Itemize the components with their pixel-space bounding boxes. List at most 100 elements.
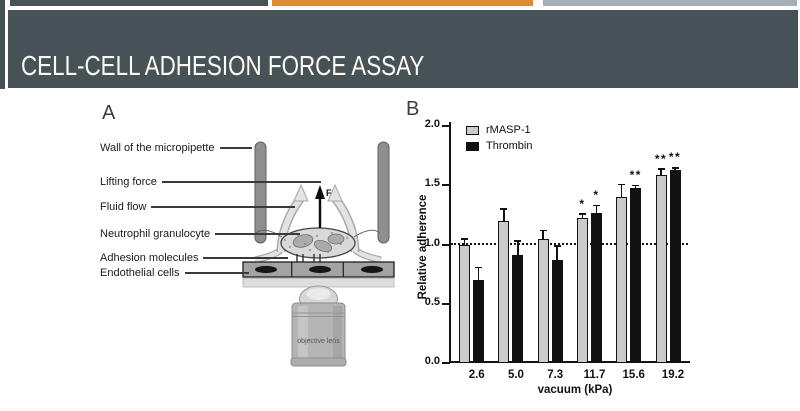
- x-tick-label: 15.6: [622, 369, 645, 381]
- annotation-row: Lifting force: [100, 176, 321, 189]
- x-axis-title: vacuum (kPa): [537, 384, 613, 396]
- annotation-row: Adhesion molecules: [100, 252, 288, 265]
- annotation-line: [203, 257, 288, 259]
- error-bar-cap: [632, 184, 640, 187]
- error-bar-cap: [500, 208, 508, 211]
- annotation-label: Fluid flow: [100, 201, 147, 213]
- legend-swatch-rmasp1: [466, 125, 479, 135]
- x-tick-label: 7.3: [547, 369, 564, 381]
- x-tick-label: 11.7: [583, 369, 606, 381]
- y-tick-label: 0.0: [424, 355, 440, 367]
- annotation-line: [184, 272, 249, 274]
- annotation-label: Lifting force: [100, 176, 157, 188]
- slide-title: CELL-CELL ADHESION FORCE ASSAY: [21, 50, 425, 81]
- annotation-label: Neutrophil granulocyte: [100, 228, 211, 240]
- error-bar-cap: [475, 266, 483, 269]
- force-symbol-label: F: [326, 188, 332, 198]
- error-bar-cap: [657, 168, 665, 170]
- bar-Thrombin: [630, 187, 642, 363]
- error-bar-line: [581, 213, 584, 221]
- significance-marker: *: [579, 196, 586, 211]
- bar-rMASP-1: [498, 220, 510, 363]
- y-tick-label: 2.0: [424, 118, 440, 130]
- error-bar-line: [556, 245, 558, 262]
- micropipette-wall-right: [377, 141, 390, 244]
- annotation-row: Fluid flow: [100, 201, 295, 214]
- error-bar-cap: [461, 238, 469, 240]
- endothelial-layer: [242, 261, 395, 288]
- objective-lens: objective lens: [290, 285, 347, 367]
- error-bar-cap: [539, 229, 547, 232]
- baseline-dashed-line: [451, 242, 688, 245]
- annotation-label: Wall of the micropipette: [100, 142, 215, 154]
- bar-rMASP-1: [459, 244, 471, 363]
- annotation-row: Endothelial cells: [100, 267, 249, 280]
- error-bar-line: [503, 208, 505, 223]
- x-tick-label: 5.0: [507, 369, 524, 381]
- y-tick-label: 1.5: [424, 177, 440, 190]
- y-tick-label: 0.5: [424, 295, 440, 308]
- annotation-row: Neutrophil granulocyte: [100, 228, 300, 241]
- legend-swatch-thrombin: [466, 141, 479, 151]
- annotation-line: [219, 147, 252, 149]
- bar-rMASP-1: [616, 197, 628, 363]
- legend-item-rmasp1: rMASP-1: [466, 122, 532, 138]
- bar-rMASP-1: [537, 238, 549, 363]
- error-bar-cap: [514, 240, 522, 243]
- bar-rMASP-1: [655, 174, 667, 363]
- bar-rMASP-1: [576, 218, 588, 363]
- annotation-line: [151, 206, 295, 208]
- y-axis-line: [449, 122, 451, 363]
- fluid-flow-arrow-left: [254, 183, 309, 264]
- error-bar-cap: [592, 204, 600, 207]
- x-axis-line: [449, 361, 690, 363]
- error-bar-line: [517, 240, 519, 258]
- significance-marker: *: [593, 188, 600, 203]
- y-tick-mark: [442, 362, 450, 364]
- bar-Thrombin: [551, 259, 563, 363]
- lifting-force-arrow: [315, 185, 325, 228]
- y-tick-mark: [442, 243, 450, 246]
- error-bar-cap: [618, 183, 626, 186]
- chart-legend: rMASP-1 Thrombin: [466, 122, 532, 154]
- panel-a-diagram: A: [95, 100, 407, 390]
- top-accent-bar-orange: [272, 0, 533, 6]
- error-bar-line: [634, 185, 637, 190]
- y-tick-mark: [442, 184, 450, 187]
- annotation-line: [215, 233, 300, 235]
- neutrophil-cell: [255, 227, 381, 259]
- top-accent-bar-slate: [10, 0, 268, 6]
- error-bar-line: [542, 230, 544, 241]
- panel-b-chart: B Relative adherence vacuum (kPa) rMASP-…: [400, 95, 800, 411]
- micropipette-diagram-graphic: F: [242, 141, 395, 367]
- objective-lens-label: objective lens: [297, 338, 340, 345]
- panel-b-label: B: [406, 98, 420, 120]
- error-bar-cap: [671, 166, 679, 169]
- micropipette-wall-left: [254, 141, 267, 244]
- fluid-flow-arrow-right: [327, 183, 382, 264]
- error-bar-line: [595, 205, 598, 215]
- bar-Thrombin: [473, 280, 485, 363]
- error-bar-cap: [553, 245, 561, 247]
- error-bar-line: [463, 238, 466, 247]
- error-bar-line: [620, 184, 623, 200]
- title-banner: CELL-CELL ADHESION FORCE ASSAY: [8, 10, 798, 88]
- annotation-label: Endothelial cells: [100, 267, 180, 279]
- top-accent-bar-gray: [543, 0, 797, 6]
- significance-marker: **: [654, 151, 668, 166]
- error-bar-line: [674, 167, 676, 172]
- y-tick-mark: [442, 302, 450, 305]
- panel-a-label: A: [102, 102, 116, 124]
- error-bar-line: [660, 168, 662, 177]
- y-tick-label: 1.0: [424, 236, 440, 249]
- bar-Thrombin: [512, 255, 524, 363]
- significance-marker: **: [629, 168, 642, 183]
- legend-label-rmasp1: rMASP-1: [486, 124, 531, 136]
- bar-Thrombin: [669, 169, 681, 363]
- left-accent-strip: [0, 0, 5, 89]
- error-bar-cap: [578, 213, 586, 215]
- x-tick-label: 19.2: [661, 369, 685, 381]
- annotation-label: Adhesion molecules: [100, 252, 199, 264]
- annotation-line: [161, 181, 321, 183]
- bar-Thrombin: [590, 212, 602, 363]
